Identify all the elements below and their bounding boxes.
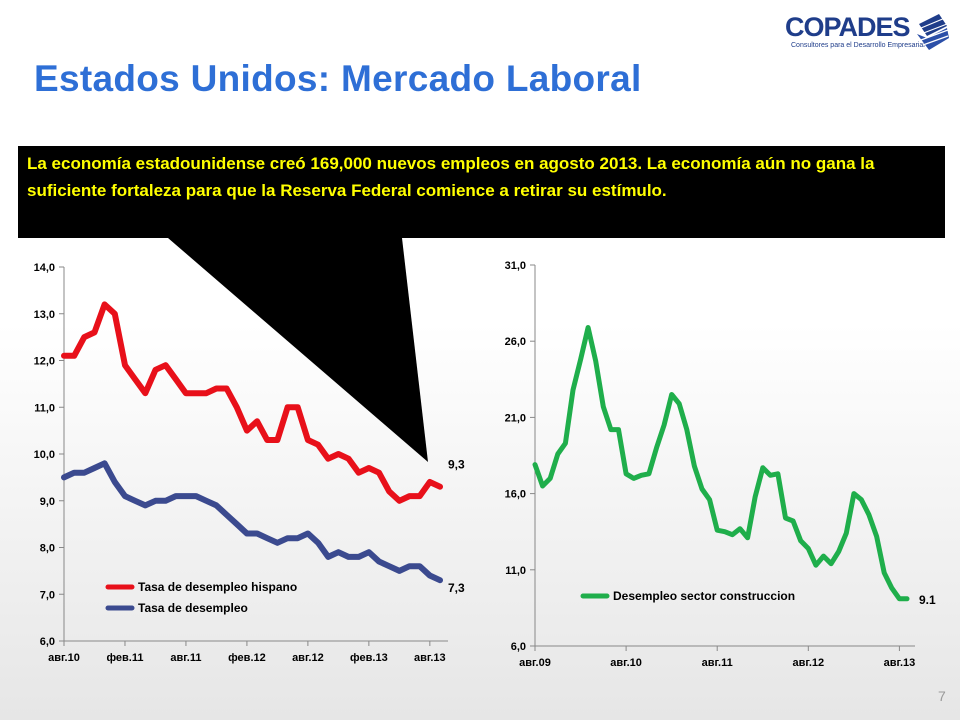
- page-number: 7: [938, 688, 946, 704]
- end-value-label: 7,3: [448, 581, 465, 595]
- y-tick-label: 6,0: [40, 636, 55, 648]
- y-tick-label: 10,0: [34, 449, 55, 461]
- legend-label: Tasa de desempleo hispano: [138, 580, 297, 594]
- y-tick-label: 7,0: [40, 589, 55, 601]
- end-value-label: 9,3: [448, 458, 465, 472]
- x-tick-label: авг.12: [792, 657, 824, 669]
- x-tick-label: авг.11: [170, 652, 201, 664]
- series-line-0: [61, 301, 443, 504]
- right-y-axis: 6,0 11,0 16,0 21,0 26,0 31,0 авг.09 авг.10 авг.1…: [505, 260, 916, 669]
- x-tick-label: авг.13: [884, 657, 916, 669]
- chart-construction-unemployment: 6,0 11,0 16,0 21,0 26,0 31,0 авг.09 авг.10 авг.1…: [505, 260, 936, 669]
- y-tick-label: 26,0: [505, 336, 526, 348]
- x-tick-label: авг.11: [702, 657, 733, 669]
- y-tick-label: 12,0: [34, 356, 55, 368]
- right-series-group: [532, 325, 910, 602]
- callout-box: [18, 146, 945, 238]
- series-line-0: [532, 325, 910, 602]
- right-labels: 9.1 Desempleo sector construccion: [580, 589, 936, 607]
- callout-text: La economía estadounidense creó 169,000 …: [27, 154, 875, 200]
- x-tick-label: фев.12: [228, 652, 266, 664]
- y-tick-label: 11,0: [505, 565, 526, 577]
- x-tick-label: фев.11: [106, 652, 143, 664]
- y-tick-label: 21,0: [505, 412, 526, 424]
- y-tick-label: 8,0: [40, 543, 55, 555]
- company-logo: COPADES Consultores para el Desarrollo E…: [785, 8, 955, 58]
- x-tick-label: авг.09: [519, 657, 551, 669]
- left-y-axis: 6,0 7,0 8,0 9,0 10,0 11,0 12,0 13,0 14,0 авг.10 фе…: [34, 262, 448, 664]
- y-tick-label: 31,0: [505, 260, 526, 272]
- y-tick-label: 11,0: [34, 402, 55, 414]
- y-tick-label: 14,0: [34, 262, 55, 274]
- x-tick-label: авг.13: [414, 652, 446, 664]
- legend-label: Tasa de desempleo: [138, 601, 248, 615]
- series-line-1: [61, 460, 443, 584]
- logo-text: COPADES: [785, 12, 911, 42]
- x-tick-label: фев.13: [350, 652, 388, 664]
- x-tick-label: авг.12: [292, 652, 324, 664]
- y-tick-label: 16,0: [505, 489, 526, 501]
- globe-logo-icon: [917, 14, 949, 50]
- end-value-label: 9.1: [919, 593, 936, 607]
- left-series-group: [61, 301, 443, 584]
- page-title: Estados Unidos: Mercado Laboral: [34, 58, 642, 99]
- y-tick-label: 6,0: [511, 641, 526, 653]
- logo-tagline: Consultores para el Desarrollo Empresari…: [791, 42, 925, 49]
- x-tick-label: авг.10: [610, 657, 642, 669]
- legend-label: Desempleo sector construccion: [613, 589, 795, 603]
- x-tick-label: авг.10: [48, 652, 80, 664]
- left-labels: 9,3 Tasa de desempleo hispano 7,3 Tasa de d…: [105, 458, 465, 615]
- y-tick-label: 9,0: [40, 496, 55, 508]
- chart-unemployment-rates: 6,0 7,0 8,0 9,0 10,0 11,0 12,0 13,0 14,0 авг.10 фе…: [34, 262, 465, 664]
- y-tick-label: 13,0: [34, 309, 55, 321]
